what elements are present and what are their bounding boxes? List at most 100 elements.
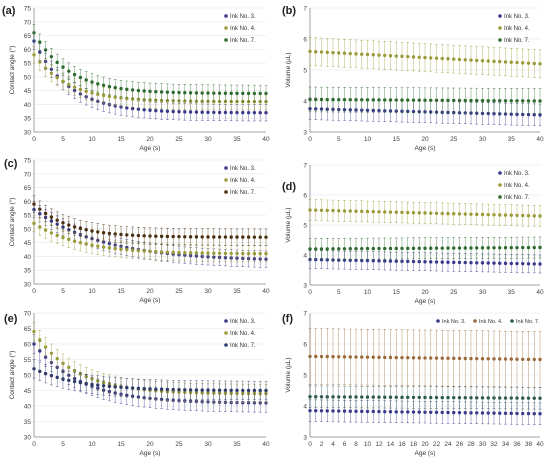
data-point xyxy=(212,251,216,255)
data-point xyxy=(55,60,59,65)
data-point xyxy=(217,251,222,256)
x-tick-label: 2 xyxy=(320,441,324,448)
data-point xyxy=(113,95,117,99)
data-point xyxy=(229,110,233,115)
data-point xyxy=(314,395,318,399)
y-axis-label: Contact angle (°) xyxy=(8,46,16,95)
x-tick-label: 40 xyxy=(262,288,270,295)
data-point xyxy=(171,99,175,103)
data-point xyxy=(217,110,222,115)
data-point xyxy=(383,355,387,360)
y-tick-label: 60 xyxy=(24,199,32,206)
data-point xyxy=(177,250,181,255)
y-tick-label: 50 xyxy=(24,74,32,81)
data-point xyxy=(229,251,233,256)
data-point xyxy=(475,261,479,265)
legend: Ink No. 3. Ink No. 4. Ink No. 7. xyxy=(498,171,530,201)
data-point xyxy=(417,395,421,400)
data-point xyxy=(440,356,444,360)
data-point xyxy=(241,91,245,96)
data-point xyxy=(457,57,462,62)
data-point xyxy=(526,396,531,400)
x-tick-label: 6 xyxy=(343,441,347,448)
data-point xyxy=(337,51,341,55)
data-point xyxy=(61,235,65,240)
data-point xyxy=(521,245,525,250)
data-point xyxy=(492,396,496,400)
legend: Ink No. 3. Ink No. 4. Ink No. 7. xyxy=(436,319,540,325)
data-point xyxy=(55,356,59,361)
data-point xyxy=(325,409,329,413)
data-point xyxy=(183,251,187,255)
data-point xyxy=(107,246,112,250)
data-point xyxy=(308,49,312,54)
data-point xyxy=(325,354,329,359)
panel-label: (b) xyxy=(282,5,296,17)
legend-entry: Ink No. 4. xyxy=(230,331,256,337)
x-tick-label: 30 xyxy=(204,136,212,143)
data-point xyxy=(258,388,262,393)
data-point xyxy=(67,223,71,227)
data-point xyxy=(61,221,65,225)
y-axis-label: Contact angle (°) xyxy=(8,351,16,400)
data-point xyxy=(365,258,370,263)
data-point xyxy=(67,365,71,370)
y-tick-label: 55 xyxy=(24,61,32,68)
y-tick-label: 60 xyxy=(24,47,32,54)
data-point xyxy=(183,110,187,114)
y-tick-label: 4 xyxy=(303,99,307,106)
data-point xyxy=(492,59,496,64)
data-point xyxy=(49,71,54,75)
data-point xyxy=(394,395,398,399)
y-tick-label: 6 xyxy=(303,342,307,349)
data-point xyxy=(365,395,370,399)
data-point xyxy=(159,234,164,239)
data-point xyxy=(440,211,444,216)
y-tick-label: 55 xyxy=(24,357,32,364)
data-point xyxy=(130,386,135,390)
x-axis-label: Age (s) xyxy=(415,298,436,305)
legend-marker xyxy=(498,38,502,42)
y-tick-label: 3 xyxy=(303,435,307,442)
x-axis-label: Age (s) xyxy=(140,297,161,304)
data-point xyxy=(223,388,228,392)
data-point xyxy=(457,356,462,361)
data-point xyxy=(475,58,479,63)
x-tick-label: 0 xyxy=(32,288,36,295)
data-point xyxy=(319,50,324,54)
data-point xyxy=(188,110,193,114)
data-point xyxy=(319,247,324,251)
data-point xyxy=(159,387,164,391)
data-point xyxy=(159,90,164,94)
data-point xyxy=(38,369,42,374)
y-tick-label: 4 xyxy=(303,404,307,411)
x-tick-label: 15 xyxy=(393,289,401,296)
data-point xyxy=(38,338,42,342)
y-tick-label: 75 xyxy=(24,6,32,13)
data-point xyxy=(429,410,433,414)
x-axis-label: Age (s) xyxy=(415,145,436,152)
data-point xyxy=(136,248,141,253)
data-point xyxy=(246,251,251,256)
legend-marker xyxy=(498,26,502,30)
data-point xyxy=(526,357,531,362)
data-point xyxy=(154,108,158,113)
data-point xyxy=(136,107,141,111)
data-point xyxy=(354,258,358,263)
data-point xyxy=(32,202,36,206)
data-point xyxy=(486,411,490,415)
data-point xyxy=(229,388,233,393)
legend-entry: Ink No. 7. xyxy=(516,319,540,325)
y-tick-label: 65 xyxy=(24,326,32,333)
data-series xyxy=(308,199,542,227)
data-point xyxy=(148,234,152,238)
x-tick-label: 0 xyxy=(32,441,36,448)
data-point xyxy=(101,93,106,98)
data-point xyxy=(538,99,542,103)
data-point xyxy=(142,89,146,93)
data-point xyxy=(206,235,210,239)
data-point xyxy=(406,98,410,102)
legend-entry: Ink No. 7. xyxy=(230,190,256,196)
data-point xyxy=(136,386,141,391)
data-point xyxy=(119,86,123,91)
